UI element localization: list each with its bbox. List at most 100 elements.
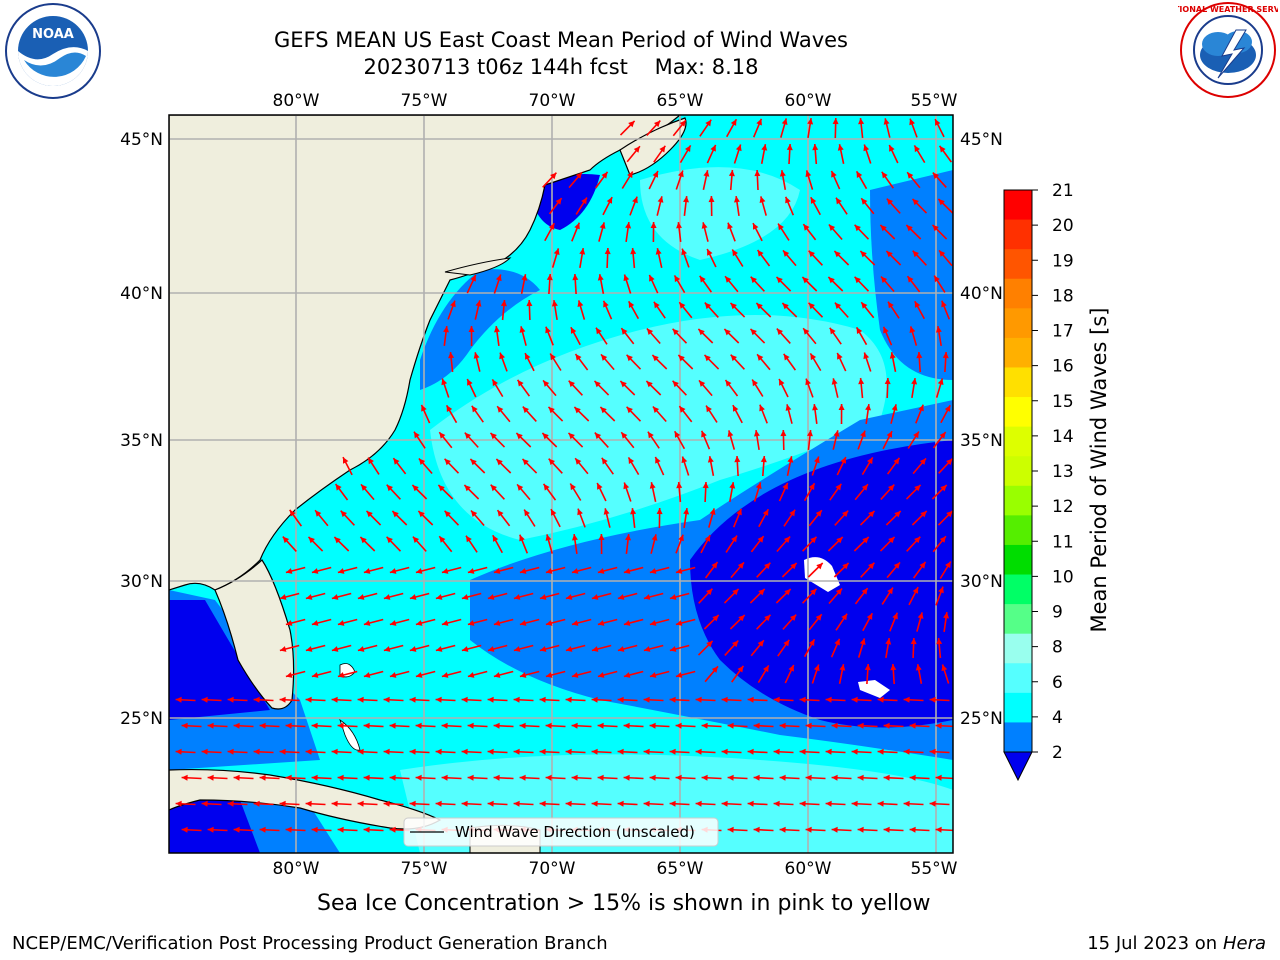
wind-arrow-head	[909, 826, 916, 833]
nws-logo-text: NATIONAL WEATHER SERVICE	[1178, 5, 1278, 14]
wind-arrow-head	[360, 537, 367, 544]
colorbar-tick-label: 13	[1052, 462, 1074, 482]
wind-arrow-head	[467, 620, 475, 626]
wind-arrow-head	[305, 696, 312, 703]
wind-arrow-head	[337, 774, 344, 781]
wind-arrow-head	[461, 594, 469, 600]
wind-arrow-head	[548, 223, 555, 230]
arrow-legend: Wind Wave Direction (unscaled)	[403, 817, 719, 847]
wind-arrow-head	[496, 459, 503, 466]
wind-arrow-head	[669, 696, 676, 703]
wind-arrow-head	[409, 646, 417, 652]
wind-arrow-head	[207, 722, 214, 729]
wind-arrow-head	[571, 568, 579, 574]
wind-arrow-head	[929, 800, 936, 807]
wind-arrow-head	[907, 172, 914, 179]
wind-arrow-head	[912, 587, 919, 594]
wind-arrow-head	[762, 509, 769, 516]
map-figure: 80°W 75°W 70°W 65°W 60°W 55°W 80°W 75°W …	[120, 91, 1111, 879]
wind-arrow-head	[828, 224, 836, 231]
wind-arrow-head	[825, 748, 832, 755]
wind-arrow-head	[601, 354, 608, 361]
wind-arrow-head	[492, 379, 498, 387]
wind-arrow-head	[857, 826, 864, 833]
wind-arrow-head	[732, 249, 738, 257]
wind-arrow-head	[386, 536, 393, 544]
lon-label: 75°W	[401, 859, 448, 879]
wind-arrow-head	[597, 568, 605, 574]
wind-arrow-head	[883, 826, 890, 833]
wind-arrow-head	[893, 562, 900, 569]
wind-arrow-head	[860, 251, 867, 258]
wind-arrow-head	[764, 614, 771, 622]
wind-arrow-head	[884, 378, 891, 385]
wind-arrow-head	[727, 430, 734, 437]
wind-arrow-head	[565, 696, 572, 703]
wind-arrow-head	[201, 800, 208, 807]
wind-arrow-head	[571, 672, 579, 678]
wind-arrow-head	[571, 620, 579, 626]
wind-arrow-head	[597, 722, 604, 729]
wind-arrow-head	[601, 457, 608, 465]
legend-label: Wind Wave Direction (unscaled)	[455, 823, 695, 841]
ocean-lt2-region	[169, 800, 260, 853]
wind-arrow-head	[709, 508, 716, 515]
wind-arrow-head	[903, 696, 910, 703]
wind-arrow-head	[675, 620, 683, 626]
wind-arrow-head	[555, 198, 562, 205]
wind-arrow-head	[448, 352, 455, 359]
wind-arrow-head	[730, 354, 737, 362]
wind-arrow-head	[683, 196, 689, 203]
wind-arrow-head	[331, 696, 338, 703]
colorbar-tick-label: 12	[1052, 497, 1074, 517]
wind-arrow-head	[617, 594, 625, 600]
wind-arrow-head	[835, 483, 842, 491]
wind-arrow-head	[877, 748, 884, 755]
wind-arrow-head	[910, 638, 917, 645]
wind-arrow-head	[418, 458, 426, 465]
chart-subtitle: 20230713 t06z 144h fcst Max: 8.18	[363, 55, 759, 79]
wind-arrow-head	[409, 696, 416, 703]
wind-arrow-head	[467, 774, 474, 781]
wind-arrow-head	[626, 354, 633, 362]
wind-arrow-head	[841, 613, 848, 621]
wind-arrow-head	[837, 352, 843, 360]
colorbar-segment	[1004, 308, 1032, 339]
wind-arrow-head	[785, 196, 791, 204]
colorbar-tick-label: 10	[1052, 567, 1074, 587]
wind-arrow-head	[840, 457, 846, 464]
wind-arrow-head	[435, 594, 443, 600]
wind-arrow-head	[909, 722, 916, 729]
lon-label: 60°W	[785, 91, 832, 111]
ocean-lt2-region	[169, 600, 270, 720]
wind-arrow-head	[747, 800, 754, 807]
wind-arrow-head	[685, 145, 691, 152]
wind-arrow-head	[649, 482, 656, 489]
wind-arrow-head	[545, 774, 552, 781]
colorbar-tick-label: 17	[1052, 322, 1074, 342]
wind-arrow-head	[759, 404, 765, 412]
lat-label: 30°N	[120, 572, 163, 592]
wind-arrow-head	[704, 302, 712, 310]
wind-arrow-head	[363, 774, 370, 781]
wind-arrow-head	[676, 482, 683, 489]
wind-arrow-head	[776, 276, 783, 284]
colorbar-tick-label: 2	[1052, 743, 1063, 763]
wind-arrow-head	[539, 696, 546, 703]
wind-arrow-head	[939, 432, 946, 439]
wind-arrow-head	[675, 672, 683, 678]
wind-arrow-head	[285, 568, 293, 574]
wind-arrow-head	[753, 223, 759, 230]
wind-arrow-head	[786, 144, 793, 151]
wind-arrow-head	[706, 588, 713, 596]
wind-arrow-head	[550, 172, 557, 180]
wind-arrow-head	[756, 118, 762, 126]
wind-arrow-head	[175, 800, 182, 807]
wind-arrow-head	[916, 352, 923, 359]
colorbar-tick-label: 16	[1052, 357, 1074, 377]
wind-arrow-head	[393, 458, 400, 465]
wind-arrow-head	[863, 352, 870, 360]
lon-label: 70°W	[529, 859, 576, 879]
wind-arrow-head	[787, 456, 794, 463]
wind-arrow-head	[500, 300, 507, 307]
